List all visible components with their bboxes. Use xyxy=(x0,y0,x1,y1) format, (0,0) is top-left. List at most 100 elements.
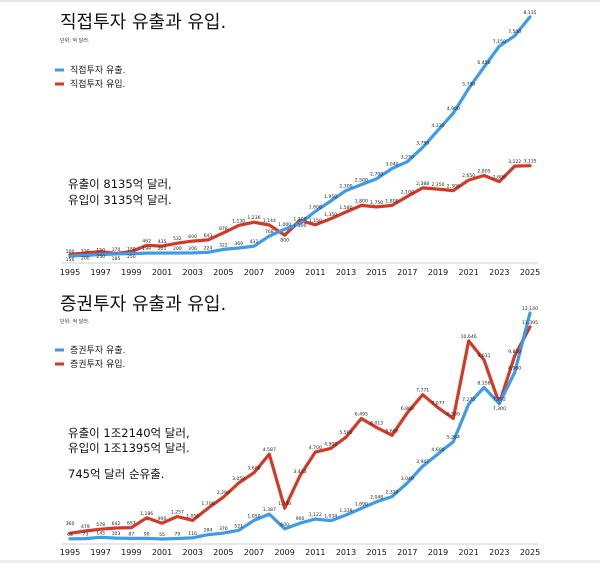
x-tick-label: 2009 xyxy=(274,268,294,277)
data-point xyxy=(483,66,485,68)
legend-entry: 증권투자 유출. xyxy=(70,344,125,356)
data-point xyxy=(130,537,133,540)
chart-title: 증권투자 유출과 유입. xyxy=(60,294,226,315)
data-point xyxy=(329,200,332,202)
data-label: 199 xyxy=(142,246,151,252)
data-label: 1,600 xyxy=(309,204,322,210)
data-label: 2,350 xyxy=(431,182,444,188)
data-label: 5,500 xyxy=(339,430,352,436)
data-point xyxy=(191,537,194,539)
data-label: 1,130 xyxy=(232,218,245,224)
data-point xyxy=(99,253,102,256)
x-tick-label: 2023 xyxy=(489,548,509,557)
data-label: 5,264 xyxy=(447,435,460,441)
data-label: 431 xyxy=(250,239,259,245)
x-tick-label: 2013 xyxy=(336,268,356,277)
data-point xyxy=(161,245,163,247)
data-point xyxy=(237,247,240,249)
data-label: 5,730 xyxy=(462,81,475,87)
x-tick-label: 2007 xyxy=(244,268,264,277)
data-label: 435 xyxy=(158,239,167,245)
x-tick-label: 1997 xyxy=(90,548,110,557)
x-tick-label: 2017 xyxy=(397,548,417,557)
data-label: 578 xyxy=(96,522,105,528)
data-label: 8,158 xyxy=(477,380,490,386)
data-label: 462 xyxy=(142,238,151,244)
data-label: 600 xyxy=(280,522,289,528)
x-tick-label: 1995 xyxy=(60,548,80,557)
x-tick-label: 2021 xyxy=(458,268,478,277)
data-point xyxy=(329,519,332,522)
data-point xyxy=(467,87,470,90)
data-label: 2,805 xyxy=(477,169,490,175)
data-point xyxy=(283,527,286,530)
data-point xyxy=(375,177,378,180)
data-label: 8,135 xyxy=(523,10,536,16)
data-point xyxy=(237,529,240,532)
data-label: 6,495 xyxy=(355,412,368,418)
data-label: 3,270 xyxy=(401,155,414,161)
data-point xyxy=(145,537,148,540)
x-tick-label: 2003 xyxy=(182,548,202,557)
x-tick-label: 1999 xyxy=(121,268,141,277)
data-point xyxy=(513,35,516,37)
data-label: 103 xyxy=(112,531,121,537)
data-label: 3,122 xyxy=(508,159,521,165)
data-label: 1,236 xyxy=(247,215,260,221)
data-label: 1,950 xyxy=(324,194,337,200)
data-point xyxy=(314,518,317,520)
annotation: 745억 달러 순유출. xyxy=(68,467,164,481)
data-label: 900 xyxy=(296,516,305,522)
data-label: 1,700 xyxy=(278,501,291,507)
data-point xyxy=(115,252,117,255)
data-label: 10,646 xyxy=(461,334,477,340)
data-point xyxy=(69,532,71,535)
data-label: 12,140 xyxy=(522,306,538,312)
data-point xyxy=(69,253,71,256)
data-point xyxy=(207,239,209,241)
data-point xyxy=(467,179,470,181)
data-label: 156 xyxy=(66,257,75,263)
data-point xyxy=(498,180,501,183)
data-label: 4,900 xyxy=(324,441,337,447)
data-point xyxy=(345,436,347,438)
data-point xyxy=(115,527,117,529)
data-label: 180 xyxy=(127,247,136,253)
data-label: 79 xyxy=(174,532,180,538)
data-point xyxy=(314,210,317,213)
data-label: 73 xyxy=(82,532,88,538)
data-point xyxy=(513,355,516,357)
chart-1: 직접투자 유출과 유입. 단위: 억 달러. 직접투자 유출. 직접투자 유입. 유출이… xyxy=(55,10,540,277)
x-tick-label: 2023 xyxy=(489,268,509,277)
data-point xyxy=(360,204,363,207)
data-label: 3,435 xyxy=(293,469,306,475)
data-label: 7,300 xyxy=(493,406,506,412)
data-point xyxy=(452,189,455,192)
data-point xyxy=(299,219,301,222)
data-point xyxy=(130,526,133,529)
unit-label: 단위: 억 달러. xyxy=(60,37,90,44)
data-label: 4,600 xyxy=(431,447,444,453)
data-point xyxy=(314,223,317,226)
data-label: 7,292 xyxy=(493,397,506,403)
data-label: 6,013 xyxy=(370,421,383,427)
data-point xyxy=(191,519,194,522)
chart-title: 직접투자 유출과 유입. xyxy=(60,12,226,33)
data-label: 1,580 xyxy=(339,205,352,211)
data-point xyxy=(452,417,455,420)
x-tick-label: 2025 xyxy=(520,268,540,277)
data-point xyxy=(161,522,163,524)
data-point xyxy=(69,255,71,257)
data-point xyxy=(161,538,163,540)
data-label: 3,135 xyxy=(523,159,536,165)
data-point xyxy=(161,252,163,254)
data-point xyxy=(283,234,286,236)
data-point xyxy=(268,453,271,456)
chart-2: 증권투자 유출과 유입. 단위: 억 달러. 증권투자 유출. 증권투자 유입. 유출이… xyxy=(55,294,540,557)
data-label: 11,395 xyxy=(522,320,538,326)
data-label: 224 xyxy=(204,245,213,251)
data-label: 2,100 xyxy=(401,190,414,196)
data-label: 7,771 xyxy=(416,388,429,394)
data-label: 116 xyxy=(188,531,197,537)
data-point xyxy=(191,240,194,242)
